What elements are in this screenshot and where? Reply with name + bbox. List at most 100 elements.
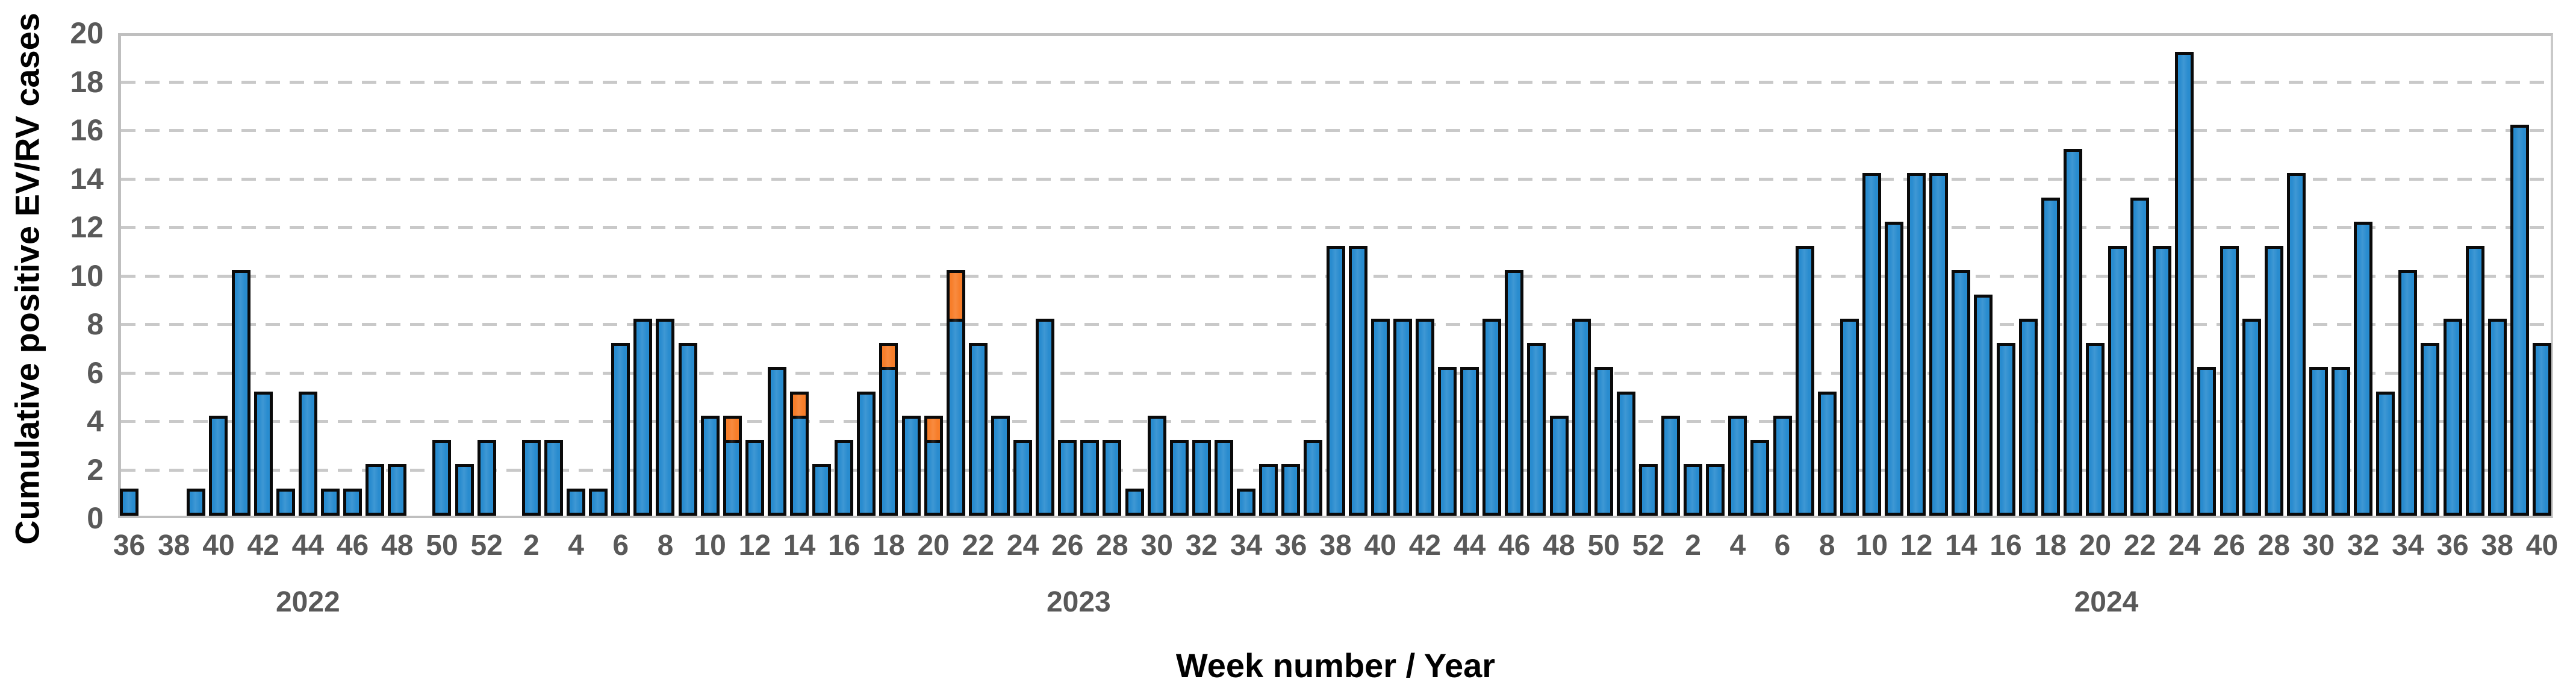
bar-fill-highlight — [1552, 419, 1566, 513]
bar-fill-highlight — [1955, 273, 1968, 513]
x-tick-label-2024-w20: 20 — [2079, 530, 2112, 561]
bar-fill-highlight — [435, 443, 449, 513]
bar-fill-highlight — [257, 395, 270, 513]
bar-2022-w44 — [298, 392, 317, 516]
bar-2024-w36 — [2443, 319, 2462, 516]
x-tick-label-2023-w18: 18 — [873, 530, 905, 561]
bar-2023-w33 — [1214, 440, 1233, 516]
bar-2023-w14 — [790, 392, 809, 516]
x-tick-label-2022-w48: 48 — [381, 530, 414, 561]
bar-2024-w15 — [1974, 295, 1993, 516]
bar-2022-w36 — [120, 489, 139, 516]
bar-fill-highlight — [1508, 273, 1521, 513]
bar-2024-w4 — [1728, 416, 1747, 516]
bar-fill-highlight — [1463, 370, 1476, 513]
bar-fill-highlight — [1999, 346, 2012, 513]
bar-fill-highlight — [1753, 443, 1767, 513]
bar-2024-w38 — [2487, 319, 2507, 516]
y-tick-label-12: 12 — [70, 210, 104, 244]
bar-fill-highlight — [1418, 322, 1431, 513]
bar-fill-highlight — [1619, 395, 1632, 513]
bar-2023-w32 — [1192, 440, 1211, 516]
bar-2023-w6 — [611, 343, 630, 516]
y-tick-label-0: 0 — [87, 501, 104, 535]
x-tick-label-2024-w34: 34 — [2392, 530, 2424, 561]
bar-fill-highlight — [815, 467, 829, 513]
bar-2023-w34 — [1237, 489, 1256, 516]
bar-fill-highlight — [2245, 322, 2258, 513]
x-tick-label-2023-w50: 50 — [1587, 530, 1620, 561]
bar-fill-highlight — [190, 492, 203, 513]
bar-fill-highlight — [2223, 249, 2236, 513]
bar-2023-w24 — [1013, 440, 1033, 516]
bar-fill-highlight — [279, 492, 292, 513]
bar-fill-highlight — [1664, 419, 1677, 513]
bar-fill-highlight — [1910, 176, 1923, 513]
bar-2024-w22 — [2130, 198, 2150, 516]
bar-2023-w4 — [567, 489, 586, 516]
x-tick-label-2023-w44: 44 — [1453, 530, 1486, 561]
x-tick-label-2024-w32: 32 — [2347, 530, 2380, 561]
x-tick-label-2024-w30: 30 — [2302, 530, 2335, 561]
y-tick-label-6: 6 — [87, 355, 104, 390]
bar-2024-w13 — [1929, 173, 1949, 516]
bar-fill-highlight — [2156, 249, 2169, 513]
bar-2023-w49 — [1572, 319, 1591, 516]
x-tick-label-2024-w6: 6 — [1774, 530, 1791, 561]
bar-2022-w52 — [477, 440, 496, 516]
bar-segment-orange — [726, 419, 739, 443]
bar-2023-w7 — [633, 319, 653, 516]
bar-2024-w39 — [2510, 125, 2529, 516]
bar-fill-highlight — [570, 492, 583, 513]
x-tick-label-2024-w22: 22 — [2123, 530, 2156, 561]
x-tick-label-2024-w36: 36 — [2436, 530, 2469, 561]
bar-segment-orange — [793, 395, 806, 419]
bar-fill-highlight — [1798, 249, 1811, 513]
bar-fill-highlight — [971, 346, 985, 513]
bar-2023-w16 — [835, 440, 854, 516]
bar-fill-highlight — [1039, 322, 1052, 513]
x-tick-label-2023-w42: 42 — [1408, 530, 1442, 561]
bar-2024-w27 — [2242, 319, 2261, 516]
bar-2024-w32 — [2354, 222, 2373, 516]
bar-2024-w25 — [2197, 367, 2217, 516]
bar-2024-w30 — [2309, 367, 2328, 516]
bar-2023-w11 — [723, 416, 742, 516]
y-tick-label-4: 4 — [87, 404, 104, 438]
bar-fill-highlight — [2312, 370, 2325, 513]
bar-fill-highlight — [480, 443, 493, 513]
bar-fill-highlight — [2335, 370, 2348, 513]
bar-2023-w21 — [946, 270, 965, 516]
bar-2023-w29 — [1125, 489, 1144, 516]
x-tick-label-2023-w46: 46 — [1498, 530, 1531, 561]
bar-fill-highlight — [2468, 249, 2481, 513]
bar-2024-w14 — [1952, 270, 1971, 516]
x-tick-label-2023-w52: 52 — [1632, 530, 1665, 561]
bar-fill-highlight — [1128, 492, 1141, 513]
bar-fill-highlight — [1351, 249, 1364, 513]
bar-fill-highlight — [524, 443, 538, 513]
gridline-y-14 — [121, 177, 2551, 181]
gridline-y-18 — [121, 80, 2551, 84]
bar-2023-w40 — [1370, 319, 1390, 516]
bar-2024-w10 — [1862, 173, 1881, 516]
x-tick-label-2023-w28: 28 — [1096, 530, 1128, 561]
x-tick-label-2024-w26: 26 — [2213, 530, 2245, 561]
bar-fill-highlight — [212, 419, 225, 513]
bar-2023-w43 — [1438, 367, 1457, 516]
bar-fill-highlight — [1441, 370, 1454, 513]
bar-2023-w3 — [544, 440, 563, 516]
bar-2023-w46 — [1505, 270, 1524, 516]
gridline-y-16 — [121, 129, 2551, 132]
bar-fill-highlight — [994, 419, 1007, 513]
bar-fill-highlight — [2111, 249, 2124, 513]
bar-2023-w18 — [879, 343, 898, 516]
bar-fill-highlight — [391, 467, 404, 513]
bar-2024-w1 — [1661, 416, 1680, 516]
bar-2022-w50 — [432, 440, 452, 516]
bar-2023-w26 — [1058, 440, 1077, 516]
bar-2024-w18 — [2041, 198, 2060, 516]
bar-segment-orange — [949, 273, 962, 322]
bar-2023-w39 — [1348, 246, 1367, 516]
